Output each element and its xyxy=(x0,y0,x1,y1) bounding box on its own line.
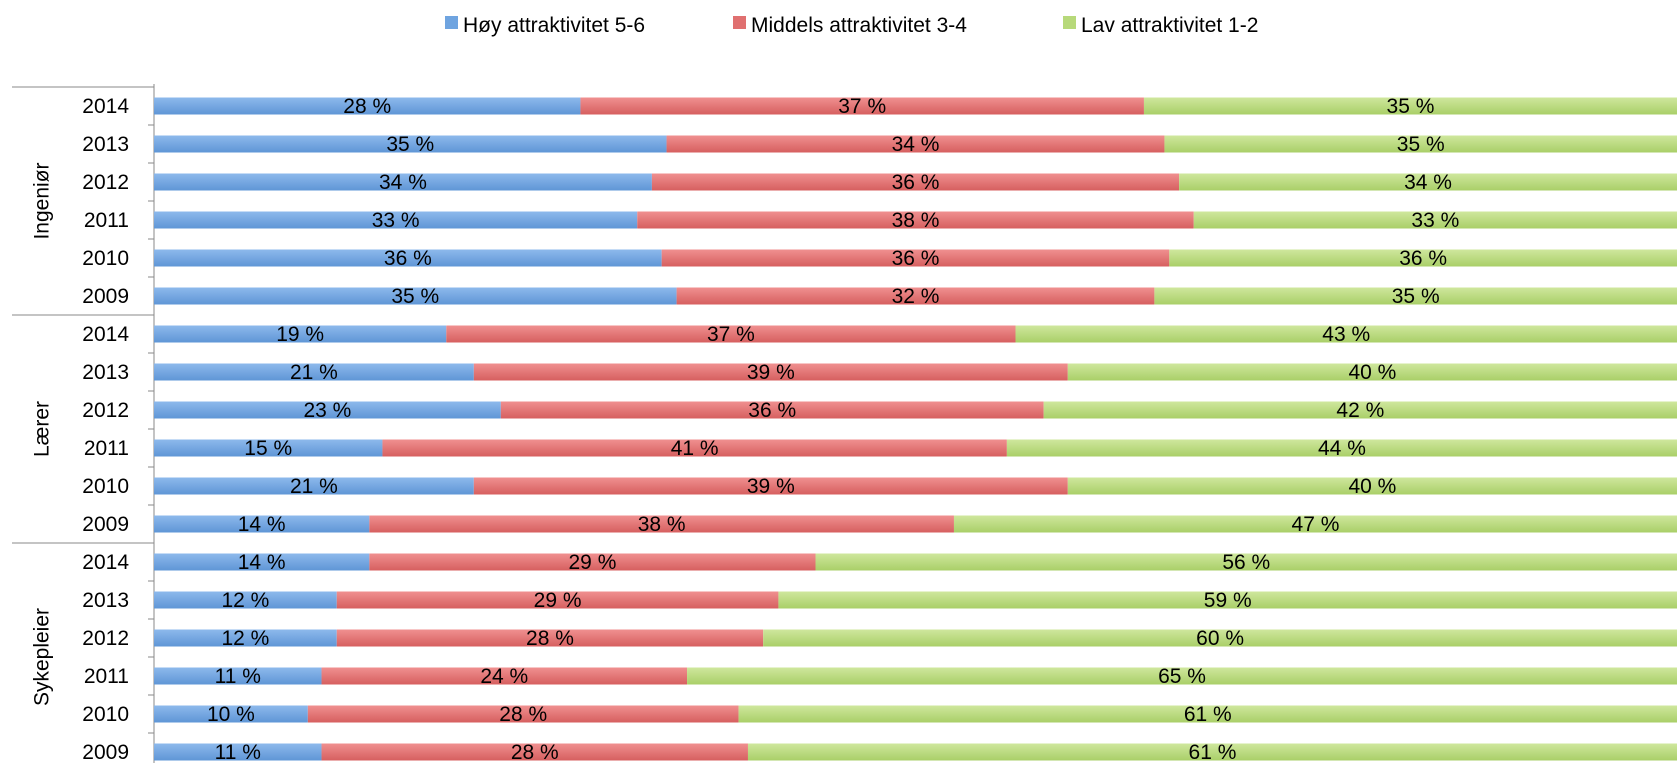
year-tick-label: 2009 xyxy=(82,513,129,536)
bars: 28 % 37 % 35 % 35 % 34 % 35 % 34 % 36 % 34 % 33 %… xyxy=(154,95,1677,763)
data-label: 29 % xyxy=(569,551,617,574)
data-label: 39 % xyxy=(747,361,795,384)
data-label: 14 % xyxy=(238,513,286,536)
data-label: 35 % xyxy=(386,133,434,156)
data-label: 34 % xyxy=(379,171,427,194)
legend-swatch-1 xyxy=(445,16,458,29)
data-label: 47 % xyxy=(1292,513,1340,536)
year-tick-label: 2013 xyxy=(82,361,129,384)
data-label: 10 % xyxy=(207,703,255,726)
year-tick-label: 2010 xyxy=(82,475,129,498)
year-tick-label: 2013 xyxy=(82,589,129,612)
data-label: 29 % xyxy=(534,589,582,612)
data-label: 28 % xyxy=(343,95,391,118)
data-label: 23 % xyxy=(303,399,351,422)
data-label: 37 % xyxy=(707,323,755,346)
data-label: 40 % xyxy=(1348,361,1396,384)
data-label: 36 % xyxy=(892,247,940,270)
data-label: 36 % xyxy=(748,399,796,422)
data-label: 28 % xyxy=(511,741,559,763)
data-label: 40 % xyxy=(1348,475,1396,498)
data-label: 24 % xyxy=(480,665,528,688)
data-label: 61 % xyxy=(1189,741,1237,763)
data-label: 61 % xyxy=(1184,703,1232,726)
data-label: 36 % xyxy=(384,247,432,270)
year-tick-label: 2012 xyxy=(82,171,129,194)
data-label: 35 % xyxy=(1397,133,1445,156)
data-label: 19 % xyxy=(276,323,324,346)
data-label: 37 % xyxy=(838,95,886,118)
data-label: 43 % xyxy=(1322,323,1370,346)
year-tick-label: 2011 xyxy=(84,437,129,460)
group-label-2: Lærer xyxy=(31,401,54,457)
legend-swatch-2 xyxy=(733,16,746,29)
data-label: 32 % xyxy=(892,285,940,308)
data-label: 21 % xyxy=(290,361,338,384)
year-tick-label: 2011 xyxy=(84,665,129,688)
legend-label-3: Lav attraktivitet 1-2 xyxy=(1081,14,1258,37)
data-label: 44 % xyxy=(1318,437,1366,460)
data-label: 11 % xyxy=(215,665,261,688)
year-tick-label: 2013 xyxy=(82,133,129,156)
year-tick-label: 2014 xyxy=(82,551,129,574)
data-label: 35 % xyxy=(1392,285,1440,308)
data-label: 12 % xyxy=(221,627,269,650)
year-tick-label: 2009 xyxy=(82,741,129,763)
data-label: 34 % xyxy=(1404,171,1452,194)
year-tick-label: 2014 xyxy=(82,95,129,118)
data-label: 59 % xyxy=(1204,589,1252,612)
year-tick-label: 2012 xyxy=(82,399,129,422)
data-label: 14 % xyxy=(238,551,286,574)
data-label: 41 % xyxy=(671,437,719,460)
year-tick-label: 2010 xyxy=(82,247,129,270)
year-tick-label: 2012 xyxy=(82,627,129,650)
data-label: 28 % xyxy=(499,703,547,726)
data-label: 36 % xyxy=(1399,247,1447,270)
data-label: 36 % xyxy=(892,171,940,194)
data-label: 35 % xyxy=(1387,95,1435,118)
group-label-3: Sykepleier xyxy=(31,608,54,706)
data-label: 38 % xyxy=(638,513,686,536)
data-label: 38 % xyxy=(892,209,940,232)
year-tick-label: 2010 xyxy=(82,703,129,726)
data-label: 35 % xyxy=(391,285,439,308)
legend-swatch-3 xyxy=(1063,16,1076,29)
data-label: 56 % xyxy=(1222,551,1270,574)
data-label: 60 % xyxy=(1196,627,1244,650)
year-tick-label: 2014 xyxy=(82,323,129,346)
legend-label-2: Middels attraktivitet 3-4 xyxy=(751,14,967,37)
axes: Ingeniør 2014 2013 2012 2011 2010 2009 Lærer 201… xyxy=(12,84,154,763)
data-label: 11 % xyxy=(215,741,261,763)
data-label: 65 % xyxy=(1158,665,1206,688)
data-label: 33 % xyxy=(1411,209,1459,232)
data-label: 12 % xyxy=(221,589,269,612)
data-label: 39 % xyxy=(747,475,795,498)
year-tick-label: 2009 xyxy=(82,285,129,308)
data-label: 15 % xyxy=(244,437,292,460)
legend-label-1: Høy attraktivitet 5-6 xyxy=(463,14,645,37)
data-label: 21 % xyxy=(290,475,338,498)
data-label: 34 % xyxy=(892,133,940,156)
group-label-1: Ingeniør xyxy=(31,162,54,239)
legend: Høy attraktivitet 5-6 Middels attraktivit… xyxy=(445,14,1258,37)
data-label: 33 % xyxy=(372,209,420,232)
data-label: 28 % xyxy=(526,627,574,650)
year-tick-label: 2011 xyxy=(84,209,129,232)
data-label: 42 % xyxy=(1336,399,1384,422)
